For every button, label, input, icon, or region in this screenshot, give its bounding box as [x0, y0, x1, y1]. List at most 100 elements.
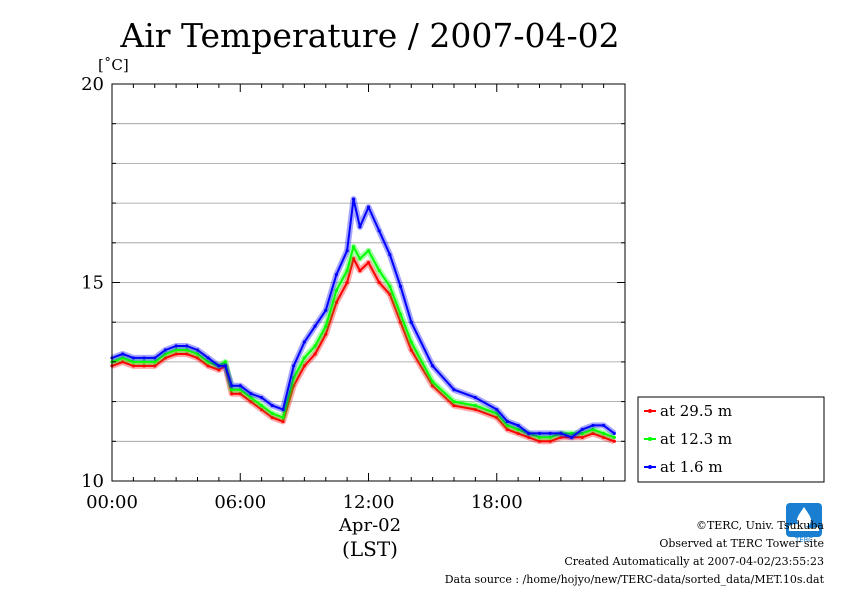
data-point	[185, 344, 189, 348]
data-point	[131, 364, 135, 368]
series-group	[110, 196, 617, 445]
data-point	[292, 364, 296, 368]
data-point	[238, 384, 242, 388]
data-point	[559, 431, 563, 435]
y-tick-label: 15	[81, 273, 104, 294]
data-point	[185, 352, 189, 356]
data-point	[591, 423, 595, 428]
data-point	[163, 352, 168, 356]
x-tick-label: 00:00	[86, 492, 138, 513]
data-point	[516, 427, 520, 431]
data-point	[153, 364, 157, 368]
data-point	[569, 431, 574, 435]
data-point	[612, 431, 616, 435]
data-point	[431, 364, 435, 368]
data-point	[302, 364, 306, 368]
legend-marker	[648, 465, 652, 469]
data-point	[121, 352, 125, 356]
data-point	[142, 356, 146, 360]
data-point	[377, 229, 381, 233]
y-tick-label: 20	[81, 74, 104, 95]
data-point	[612, 435, 616, 439]
data-point	[345, 280, 349, 285]
data-point	[324, 324, 328, 328]
data-point	[249, 400, 253, 404]
data-point	[602, 435, 606, 439]
data-point	[537, 435, 542, 439]
credit-site: Observed at TERC Tower site	[659, 537, 824, 550]
data-point	[292, 384, 296, 388]
data-point	[398, 284, 403, 289]
data-point	[174, 348, 178, 352]
data-point	[238, 388, 242, 392]
data-point	[580, 435, 584, 439]
logo-text: TERC	[794, 536, 813, 544]
data-point	[431, 384, 435, 388]
data-point	[516, 423, 520, 428]
legend-label: at 29.5 m	[660, 402, 732, 420]
data-point	[345, 249, 349, 253]
credit-created: Created Automatically at 2007-04-02/23:5…	[564, 555, 824, 568]
data-point	[358, 268, 362, 273]
data-point	[281, 407, 285, 412]
credit-source: Data source : /home/hojyo/new/TERC-data/…	[444, 573, 824, 586]
data-point	[334, 272, 339, 277]
legend-marker	[648, 437, 652, 441]
data-point	[324, 332, 328, 336]
data-point	[452, 400, 456, 404]
data-point	[292, 376, 296, 380]
data-point	[537, 439, 542, 443]
data-point	[591, 431, 595, 435]
data-point	[377, 268, 381, 273]
data-point	[569, 435, 574, 439]
legend-label: at 12.3 m	[660, 430, 732, 448]
data-point	[345, 268, 349, 273]
legend: at 29.5 m at 12.3 m at 1.6 m	[637, 396, 825, 483]
data-point	[195, 352, 200, 356]
data-point	[409, 348, 413, 352]
data-point	[223, 364, 227, 368]
y-axis-unit: [˚C]	[98, 56, 129, 74]
data-point	[121, 356, 125, 360]
data-point	[217, 364, 221, 368]
data-point	[230, 388, 234, 392]
data-point	[580, 427, 584, 431]
data-point	[281, 415, 285, 420]
x-tick-label: 18:00	[471, 492, 523, 513]
data-point	[142, 360, 146, 364]
data-point	[358, 225, 362, 229]
x-tick-label: 06:00	[214, 492, 266, 513]
data-point	[377, 280, 381, 285]
data-point	[131, 356, 135, 360]
data-point	[249, 396, 253, 400]
legend-box	[637, 396, 825, 483]
data-point	[495, 411, 499, 416]
data-point	[302, 356, 306, 360]
data-point	[473, 407, 477, 412]
data-point	[121, 360, 125, 364]
wave-icon	[789, 524, 819, 531]
data-point	[351, 197, 356, 201]
data-point	[270, 411, 274, 416]
legend-label: at 1.6 m	[660, 458, 723, 476]
chart-title: Air Temperature / 2007-04-02	[119, 16, 619, 55]
series-line	[111, 257, 615, 443]
data-point	[230, 384, 234, 388]
data-point	[163, 356, 168, 360]
data-point	[505, 423, 510, 428]
data-point	[602, 431, 606, 435]
data-point	[217, 368, 221, 372]
y-tick-label: 10	[81, 471, 104, 492]
data-point	[313, 324, 317, 328]
data-point	[473, 403, 477, 408]
data-point	[548, 439, 552, 443]
data-point	[313, 344, 317, 348]
data-point	[358, 257, 362, 261]
data-point	[398, 320, 403, 324]
data-point	[334, 300, 339, 304]
data-point	[505, 419, 510, 424]
data-point	[452, 388, 456, 392]
legend-marker	[648, 409, 652, 413]
data-point	[260, 396, 264, 400]
data-point	[174, 344, 178, 348]
